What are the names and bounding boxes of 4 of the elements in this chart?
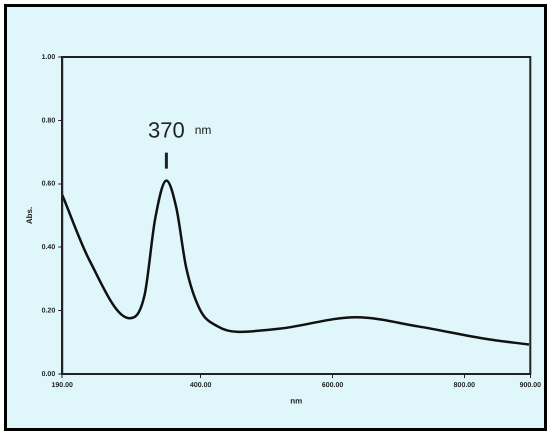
- y-axis-title: Abs.: [25, 206, 34, 224]
- annotation: 370 nm: [148, 118, 212, 143]
- line-series: [62, 179, 530, 346]
- x-axis-title: nm: [290, 396, 302, 406]
